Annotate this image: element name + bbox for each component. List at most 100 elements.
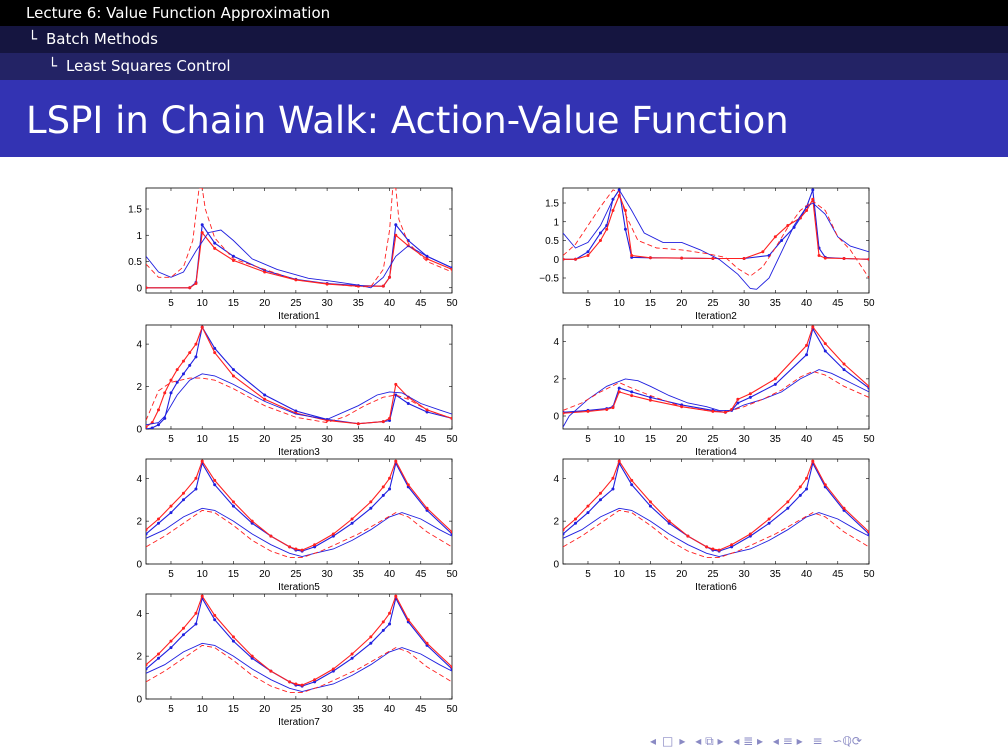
x-tick-label: 45 xyxy=(832,569,844,580)
series-point xyxy=(294,547,298,551)
series-point xyxy=(313,543,317,547)
series-point xyxy=(817,254,821,257)
series-point xyxy=(611,406,615,410)
y-tick-label: 0 xyxy=(553,255,559,266)
beamer-navigation: ◂ □ ▸ ◂ ⧉ ▸ ◂ ≣ ▸ ◂ ≡ ▸ ≡ ∽ℚ⟳ xyxy=(650,734,868,749)
series-point xyxy=(169,511,173,515)
series-point xyxy=(381,485,385,489)
x-tick-label: 5 xyxy=(585,569,591,580)
x-tick-label: 40 xyxy=(384,434,396,445)
series-point xyxy=(181,498,185,502)
series-point xyxy=(406,483,410,487)
series-point xyxy=(623,227,627,231)
series-red-dashed xyxy=(146,377,452,424)
plot-frame xyxy=(145,593,453,700)
series-point xyxy=(381,620,385,624)
series-point xyxy=(213,483,217,487)
x-tick-label: 30 xyxy=(322,569,334,580)
series-point xyxy=(805,343,809,347)
subsection-icon[interactable]: ◂ ≣ ▸ xyxy=(733,734,764,748)
series-point xyxy=(425,506,429,510)
align-icon[interactable]: ◂ ≡ ▸ xyxy=(772,734,803,748)
series-point xyxy=(598,231,602,235)
x-tick-label: 10 xyxy=(614,569,626,580)
x-tick-label: 50 xyxy=(446,298,458,309)
series-point xyxy=(805,487,809,491)
series-point xyxy=(231,500,235,504)
x-tick-label: 30 xyxy=(739,434,751,445)
header-lecture-title[interactable]: Lecture 6: Value Function Approximation xyxy=(26,4,331,22)
series-point xyxy=(369,500,373,504)
series-point xyxy=(573,257,577,261)
series-point xyxy=(748,532,752,536)
x-tick-label: 35 xyxy=(770,434,782,445)
series-point xyxy=(598,498,602,502)
series-point xyxy=(231,639,235,643)
y-tick-label: 4 xyxy=(136,340,142,351)
series-point xyxy=(705,545,709,549)
x-tick-label: 20 xyxy=(259,298,271,309)
series-point xyxy=(630,394,634,398)
series-point xyxy=(667,521,671,525)
series-point xyxy=(288,545,292,549)
arrow-right-icon[interactable]: ▸ xyxy=(679,734,686,748)
series-point xyxy=(150,426,154,429)
arrow-left-icon[interactable]: ◂ xyxy=(650,734,657,748)
x-tick-label: 25 xyxy=(290,434,302,445)
header-section-bar: └ Batch Methods xyxy=(0,26,1008,53)
series-point xyxy=(786,506,790,510)
series-point xyxy=(350,652,354,656)
plot-series xyxy=(146,188,452,290)
series-point xyxy=(811,459,815,463)
series-point xyxy=(648,395,652,399)
x-tick-label: 45 xyxy=(415,569,427,580)
series-point xyxy=(181,626,185,630)
series-point xyxy=(263,397,267,401)
series-point xyxy=(798,493,802,497)
series-point xyxy=(823,349,827,353)
x-axis-label: Iteration5 xyxy=(278,582,320,593)
x-tick-label: 35 xyxy=(353,569,365,580)
series-blue-solid xyxy=(563,507,869,557)
series-point xyxy=(586,511,590,515)
y-tick-label: 0 xyxy=(136,283,142,294)
series-point xyxy=(630,390,634,394)
series-point xyxy=(194,611,198,615)
series-point xyxy=(798,485,802,489)
x-tick-label: 20 xyxy=(676,569,688,580)
y-tick-label: 2 xyxy=(136,652,142,663)
header-subsection-title[interactable]: Least Squares Control xyxy=(66,57,231,75)
x-tick-label: 15 xyxy=(228,569,240,580)
frame-icon[interactable]: □ xyxy=(662,734,674,748)
section-icon[interactable]: ◂ ⧉ ▸ xyxy=(695,734,724,748)
series-point xyxy=(194,476,198,480)
x-tick-label: 10 xyxy=(197,569,209,580)
x-tick-label: 45 xyxy=(415,298,427,309)
series-point xyxy=(169,391,173,395)
series-point xyxy=(811,325,815,329)
x-tick-label: 15 xyxy=(645,434,657,445)
search-icon[interactable]: ∽ℚ⟳ xyxy=(832,734,862,748)
series-point xyxy=(213,478,217,482)
x-tick-label: 30 xyxy=(322,704,334,715)
y-tick-label: 0 xyxy=(136,425,142,436)
x-tick-label: 50 xyxy=(446,434,458,445)
series-red-dashed xyxy=(146,188,452,288)
series-point xyxy=(381,420,385,424)
series-point xyxy=(648,504,652,508)
x-tick-label: 10 xyxy=(614,434,626,445)
series-point xyxy=(617,386,621,390)
series-point xyxy=(867,257,869,261)
series-point xyxy=(586,504,590,508)
series-point xyxy=(450,267,452,271)
series-point xyxy=(350,521,354,525)
series-point xyxy=(269,669,273,673)
menu-icon[interactable]: ≡ xyxy=(812,734,823,748)
header-section-title[interactable]: Batch Methods xyxy=(46,30,158,48)
series-point xyxy=(598,491,602,495)
series-point xyxy=(231,635,235,639)
series-point xyxy=(146,286,148,290)
plot-1: 5 10 15 20 25 30 35 40 45 50 0 0.5 1 1.5 Iteration1 xyxy=(128,187,458,322)
x-tick-label: 5 xyxy=(168,298,174,309)
x-tick-label: 35 xyxy=(353,434,365,445)
